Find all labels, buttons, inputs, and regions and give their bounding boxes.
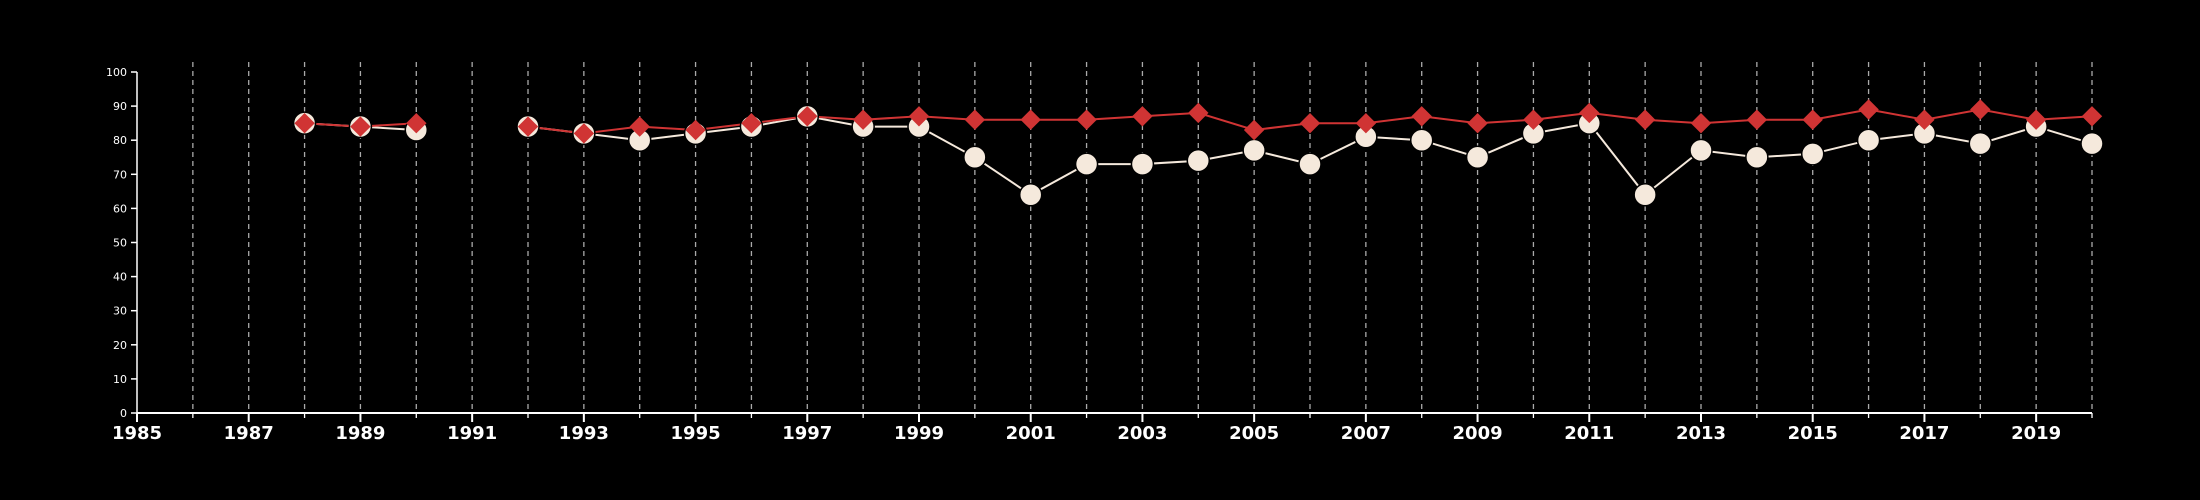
circle-marker-2016 (1856, 128, 1881, 152)
x-tick-label-2005: 2005 (1229, 423, 1279, 444)
diamond-marker-2007 (1355, 112, 1377, 134)
circle-marker-2013 (1689, 138, 1713, 163)
y-tick-label-90: 90 (113, 100, 127, 113)
diamond-marker-1994 (629, 116, 650, 137)
diamond-marker-1988 (294, 112, 315, 134)
y-tick-label-100: 100 (106, 66, 127, 79)
circle-marker-2002 (1074, 152, 1099, 176)
diamond-marker-2001 (1020, 109, 1041, 130)
x-tick-label-1987: 1987 (224, 423, 274, 444)
diamond-marker-1989 (350, 116, 371, 137)
y-tick-label-60: 60 (113, 202, 127, 215)
diamond-marker-2008 (1411, 106, 1432, 127)
diamond-marker-2002 (1076, 109, 1097, 130)
y-tick-label-70: 70 (113, 168, 127, 181)
diamond-marker-1993 (573, 123, 595, 144)
diamond-marker-1990 (406, 112, 427, 134)
x-tick-label-1993: 1993 (559, 423, 609, 444)
x-tick-label-2015: 2015 (1788, 423, 1838, 444)
x-tick-label-2019: 2019 (2011, 423, 2061, 444)
y-tick-label-40: 40 (113, 271, 127, 284)
diamond-marker-2011 (1579, 102, 1600, 124)
y-tick-label-20: 20 (113, 339, 127, 352)
circle-marker-2006 (1298, 152, 1322, 176)
circle-marker-2004 (1186, 148, 1211, 173)
diamond-marker-1997 (797, 106, 818, 127)
diamond-marker-2016 (1858, 99, 1879, 120)
x-tick-label-2009: 2009 (1453, 423, 1503, 444)
diamond-marker-2019 (2025, 109, 2047, 130)
circle-marker-2020 (2080, 131, 2104, 156)
circle-marker-2014 (1745, 145, 1769, 169)
x-tick-label-2003: 2003 (1117, 423, 1167, 444)
y-tick-label-10: 10 (113, 373, 127, 386)
diamond-marker-2013 (1690, 112, 1712, 134)
x-tick-label-1991: 1991 (447, 423, 497, 444)
circle-marker-2000 (963, 145, 987, 169)
diamond-marker-1996 (741, 112, 762, 134)
circle-marker-2003 (1130, 152, 1155, 176)
diamond-marker-2012 (1634, 109, 1656, 130)
diamond-marker-2009 (1467, 112, 1488, 134)
diamond-marker-1995 (685, 119, 706, 141)
circle-marker-2018 (1968, 131, 1993, 156)
diamond-marker-1998 (852, 109, 874, 130)
circle-marker-2009 (1465, 145, 1490, 169)
axes (131, 71, 2093, 422)
diamond-marker-2000 (964, 109, 986, 130)
diamond-marker-2004 (1188, 102, 1209, 124)
tick-labels: 0 10 20 30 40 50 60 70 80 90 100 1985 1987 1989 1991 19… (106, 66, 2061, 444)
x-tick-label-1995: 1995 (671, 423, 721, 444)
y-tick-label-0: 0 (120, 407, 127, 420)
x-tick-label-2007: 2007 (1341, 423, 1391, 444)
diamond-marker-1999 (908, 106, 930, 127)
x-tick-label-2011: 2011 (1564, 423, 1614, 444)
x-tick-label-1989: 1989 (335, 423, 385, 444)
diamond-marker-2003 (1132, 106, 1153, 127)
x-tick-label-2001: 2001 (1006, 423, 1056, 444)
x-tick-label-1985: 1985 (112, 423, 162, 444)
circle-marker-2008 (1409, 128, 1434, 152)
diamond-marker-2006 (1299, 112, 1321, 134)
circle-marker-2001 (1018, 183, 1043, 207)
circle-marker-2012 (1633, 183, 1657, 207)
diamond-marker-2010 (1523, 109, 1544, 130)
diamond-marker-2020 (2081, 106, 2103, 127)
y-tick-label-50: 50 (113, 237, 127, 250)
series-markers (292, 99, 2104, 207)
y-tick-label-30: 30 (113, 305, 127, 318)
diamond-marker-1992 (517, 116, 539, 137)
diamond-marker-2014 (1746, 109, 1768, 130)
diamond-marker-2018 (1970, 99, 1991, 120)
x-tick-label-2013: 2013 (1676, 423, 1726, 444)
x-tick-label-1997: 1997 (782, 423, 832, 444)
circle-marker-2015 (1800, 142, 1825, 166)
diamond-marker-2017 (1914, 109, 1935, 130)
diamond-marker-2015 (1802, 109, 1823, 130)
circle-marker-2005 (1242, 138, 1266, 163)
x-tick-label-1999: 1999 (894, 423, 944, 444)
x-tick-label-2017: 2017 (1899, 423, 1949, 444)
diamond-marker-2005 (1243, 119, 1265, 141)
y-tick-label-80: 80 (113, 134, 127, 147)
